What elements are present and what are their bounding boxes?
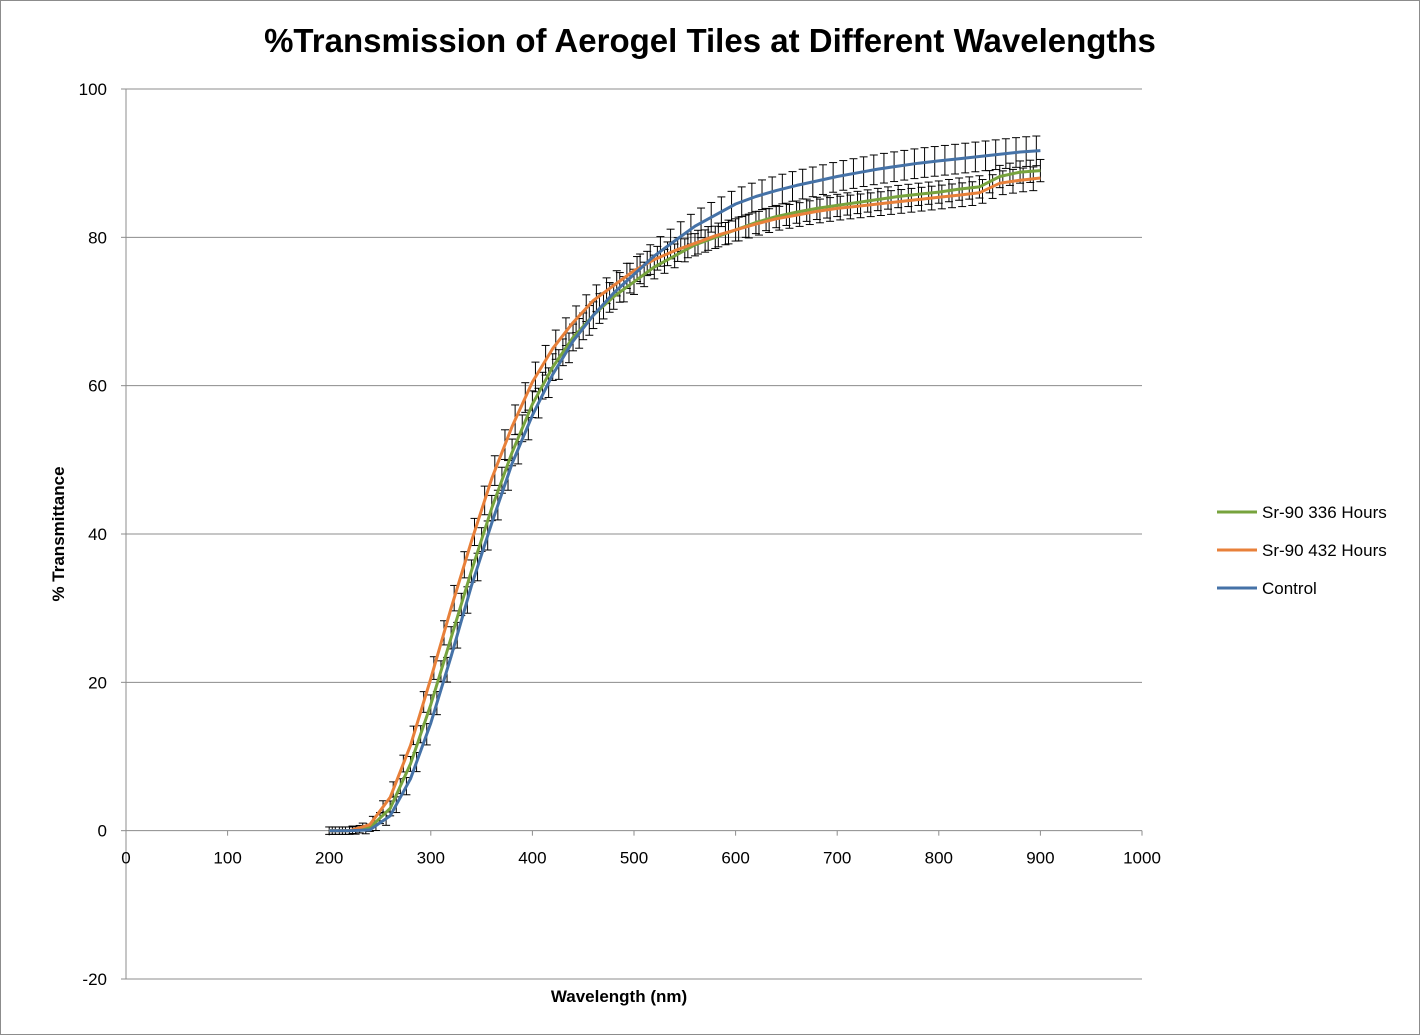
error-bars-series-1 [328,166,1038,835]
chart-title: %Transmission of Aerogel Tiles at Differ… [264,22,1156,59]
x-tick-labels: 0 100 200 300 400 500 600 700 800 900 1000 [121,849,1161,868]
x-tick-label: 1000 [1123,849,1161,868]
x-axis-title: Wavelength (nm) [551,987,687,1006]
x-tick-label: 500 [620,849,648,868]
y-tick-label: 20 [88,673,107,692]
error-bars-series-2 [331,135,1041,835]
x-tick-label: 100 [213,849,241,868]
series-line-0 [329,169,1041,833]
x-tick-label: 0 [121,849,130,868]
series-line-1 [329,176,1041,833]
y-tick-label: 40 [88,525,107,544]
y-tick-label: 0 [98,822,107,841]
y-tick-labels: -20 0 20 40 60 80 100 [79,80,107,989]
x-tick-label: 800 [925,849,953,868]
legend-label-0: Sr-90 336 Hours [1262,503,1387,522]
x-tick-label: 600 [721,849,749,868]
y-tick-label: -20 [82,970,107,989]
error-bars [325,135,1045,835]
legend-label-1: Sr-90 432 Hours [1262,541,1387,560]
x-tick-label: 200 [315,849,343,868]
x-tick-label: 700 [823,849,851,868]
gridlines [126,88,1142,980]
x-tick-label: 300 [417,849,445,868]
legend: Sr-90 336 Hours Sr-90 432 Hours Control [1217,503,1387,598]
y-tick-label: 100 [79,80,107,99]
x-tick-label: 400 [518,849,546,868]
legend-label-2: Control [1262,579,1317,598]
y-axis-title: % Transmittance [49,466,68,601]
y-tick-label: 60 [88,377,107,396]
y-tick-label: 80 [88,228,107,247]
series-line-2 [329,149,1041,833]
series-lines [329,149,1041,833]
x-tick-label: 900 [1026,849,1054,868]
error-bars-series-0 [325,158,1045,835]
axes [121,88,1143,980]
